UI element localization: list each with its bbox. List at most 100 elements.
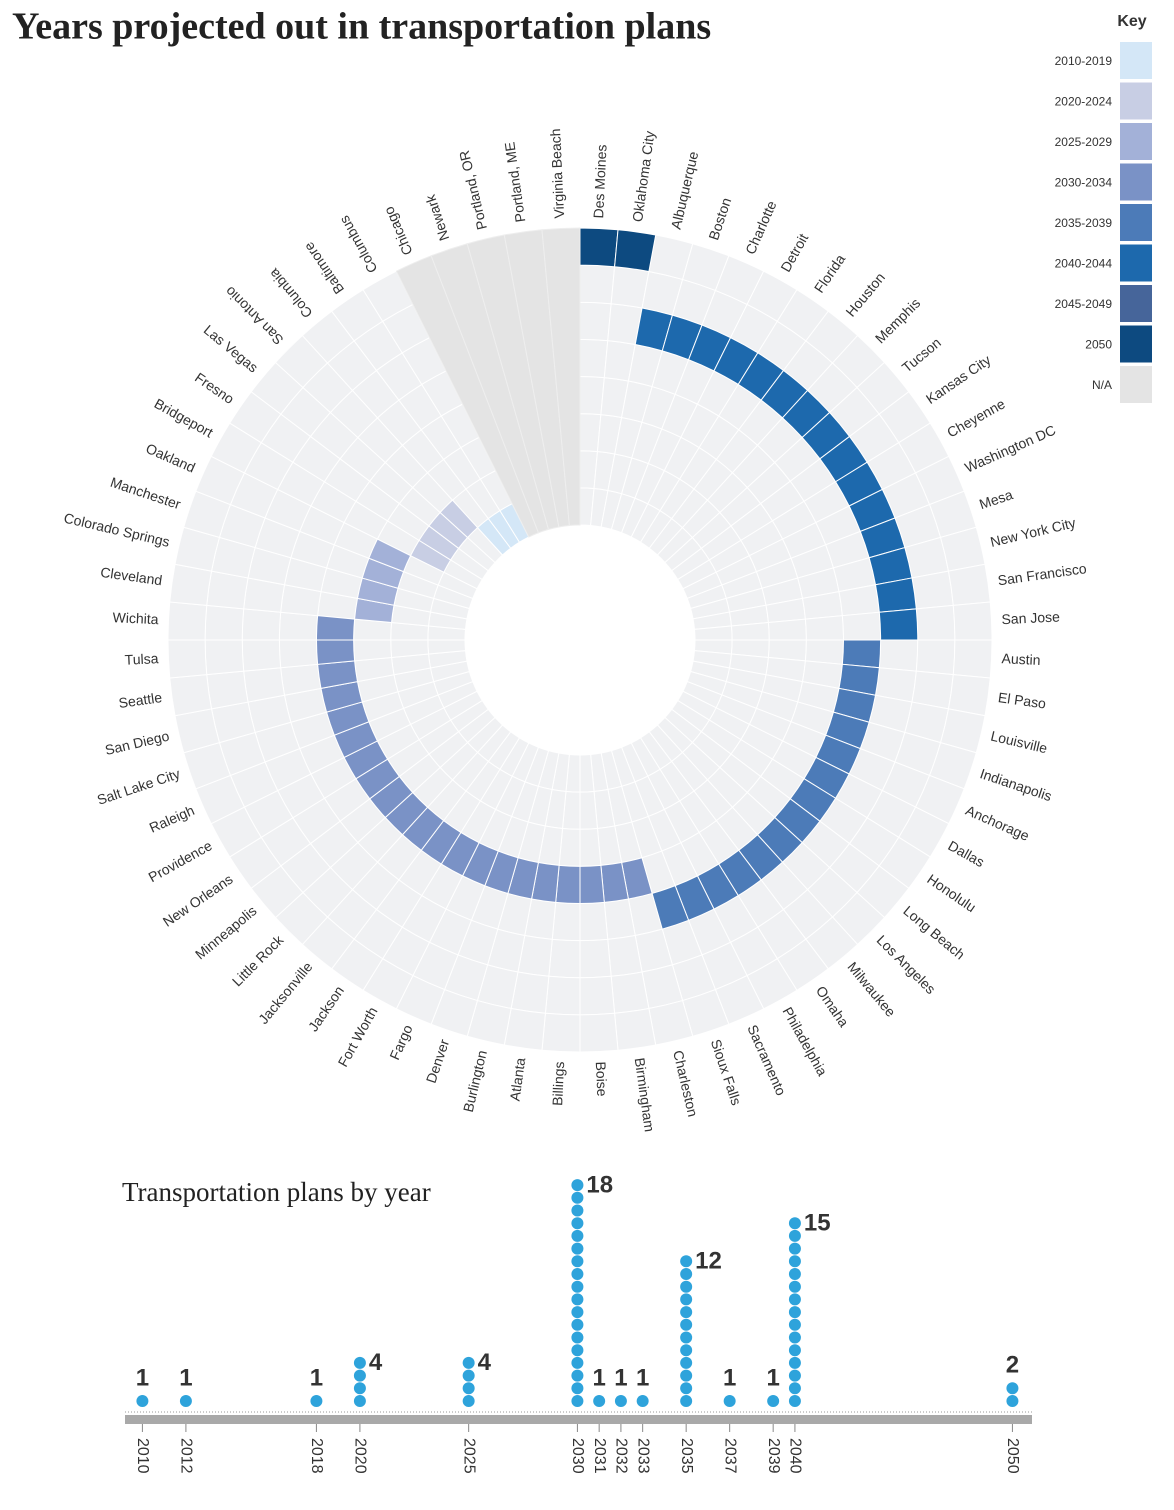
dot	[788, 1318, 801, 1331]
dot	[571, 1268, 584, 1280]
dot	[571, 1229, 584, 1242]
dot	[571, 1204, 584, 1217]
dot	[680, 1293, 693, 1306]
dot	[788, 1255, 801, 1268]
bg-cell	[353, 639, 393, 662]
dot-column	[593, 1395, 606, 1407]
count-label: 4	[478, 1349, 492, 1376]
x-tick-label: 2018	[308, 1438, 325, 1474]
dot	[571, 1217, 584, 1230]
key-label: 2045-2049	[1055, 297, 1113, 311]
dot	[680, 1395, 693, 1407]
cell	[555, 864, 581, 905]
count-label: 2	[1006, 1352, 1019, 1379]
key-label: 2020-2024	[1055, 95, 1113, 109]
dot	[310, 1395, 323, 1407]
dot	[571, 1369, 584, 1382]
dot	[462, 1356, 475, 1369]
bg-cell	[206, 670, 249, 710]
key-swatch	[1120, 285, 1152, 322]
bg-cell	[278, 611, 319, 641]
dot	[571, 1293, 584, 1306]
chart-title: Years projected out in transportation pl…	[12, 6, 711, 48]
dot	[571, 1331, 584, 1344]
bg-cell	[841, 611, 882, 641]
city-label: Billings	[549, 1061, 567, 1106]
city-label: Fargo	[386, 1022, 415, 1062]
bg-cell	[579, 375, 605, 416]
dot-column	[614, 1395, 627, 1407]
city-label: Washington DC	[962, 422, 1058, 476]
city-label: Minneapolis	[192, 902, 260, 962]
city-label: Boise	[593, 1061, 611, 1097]
bg-cell	[167, 601, 208, 641]
bg-cell	[579, 301, 612, 342]
key-swatch	[1120, 82, 1152, 120]
bg-cell	[390, 639, 430, 659]
bg-cell	[804, 639, 845, 665]
dot	[680, 1255, 693, 1268]
city-label: Burlington	[460, 1049, 490, 1114]
bg-cell	[767, 618, 807, 641]
city-label: Memphis	[872, 295, 923, 346]
dot	[788, 1293, 801, 1306]
bg-cell	[947, 563, 991, 606]
city-label: Kansas City	[923, 352, 994, 407]
cell	[315, 639, 356, 665]
city-label: Des Moines	[590, 144, 609, 219]
dot	[680, 1306, 693, 1319]
bg-cell	[169, 674, 213, 717]
dot-column	[353, 1356, 366, 1407]
key-swatch	[1120, 123, 1152, 160]
city-label: Tucson	[899, 334, 944, 375]
x-tick-label: 2033	[634, 1438, 651, 1474]
dot	[571, 1255, 584, 1268]
bg-cell	[610, 971, 650, 1014]
count-label: 1	[592, 1364, 605, 1391]
x-tick-label: 2020	[352, 1438, 369, 1474]
dot	[1006, 1382, 1019, 1395]
bg-cell	[548, 938, 581, 979]
city-label: El Paso	[997, 689, 1047, 712]
bg-cell	[579, 938, 612, 979]
cell	[878, 608, 919, 641]
key-swatch	[1120, 163, 1152, 201]
dot	[788, 1369, 801, 1382]
dot	[788, 1268, 801, 1280]
bg-cell	[169, 563, 213, 606]
city-label: Manchester	[108, 474, 183, 513]
bg-cell	[730, 621, 770, 641]
key-label: N/A	[1092, 378, 1112, 392]
dot	[571, 1344, 584, 1357]
dot	[723, 1395, 736, 1407]
city-label: Oakland	[144, 440, 198, 476]
city-label: New Orleans	[160, 871, 236, 930]
city-label: Tulsa	[124, 650, 159, 668]
dot	[462, 1395, 475, 1407]
key-label: 2040-2044	[1055, 257, 1113, 271]
x-tick-label: 2050	[1004, 1438, 1021, 1474]
bg-cell	[915, 639, 956, 676]
count-label: 1	[766, 1364, 779, 1391]
cell	[841, 639, 882, 669]
count-label: 1	[723, 1364, 736, 1391]
dot	[462, 1369, 475, 1382]
bg-cell	[878, 639, 919, 672]
cell	[579, 227, 619, 268]
city-label: Atlanta	[506, 1056, 528, 1102]
city-label: Portland, ME	[501, 141, 528, 223]
dot	[571, 1191, 584, 1204]
dot	[571, 1179, 584, 1192]
dot-column	[723, 1395, 736, 1407]
dot	[353, 1395, 366, 1407]
bg-cell	[241, 608, 282, 641]
city-label: Raleigh	[147, 802, 197, 836]
dot-column	[1006, 1382, 1019, 1407]
bg-cell	[804, 615, 845, 641]
x-tick-label: 2039	[765, 1438, 782, 1474]
bg-cell	[579, 827, 602, 867]
bg-cell	[952, 601, 993, 641]
city-label: Oklahoma City	[629, 130, 658, 223]
city-label: San Francisco	[997, 560, 1088, 588]
city-label: Florida	[811, 251, 849, 296]
